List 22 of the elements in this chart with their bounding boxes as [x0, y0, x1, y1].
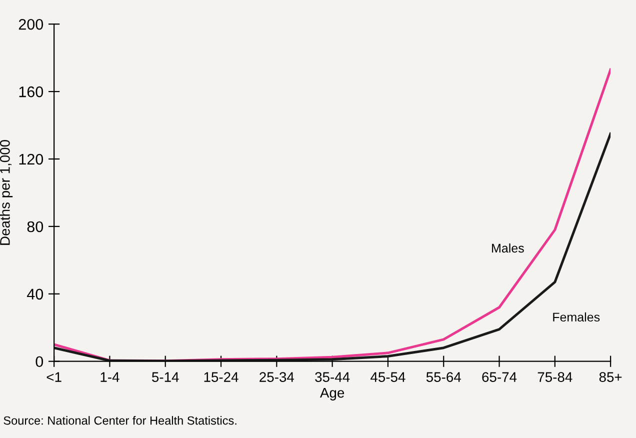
x-tick-label: 15-24 [204, 372, 238, 382]
x-tick-label: 75-84 [538, 372, 572, 382]
x-tick-label: 25-34 [260, 372, 294, 382]
x-tick-label: 45-54 [370, 372, 406, 382]
y-tick-label: 160 [19, 86, 44, 98]
y-tick-label: 80 [27, 221, 44, 232]
y-tick-label: 0 [36, 356, 44, 368]
y-axis-title: Deaths per 1,000 [0, 140, 13, 245]
x-tick-label: 55-64 [426, 372, 461, 382]
y-tick-label: 40 [27, 288, 44, 300]
x-tick-label: 65-74 [482, 372, 517, 382]
y-tick-label: 120 [19, 154, 44, 165]
series-label: Females [553, 312, 600, 322]
x-tick-label: <1 [46, 372, 62, 382]
x-axis-title: Age [320, 388, 344, 400]
x-tick-label: 35-44 [315, 372, 350, 382]
source-note: Source: National Center for Health Statistics. [4, 416, 236, 425]
x-tick-label: 85+ [599, 372, 622, 382]
series-label: Males [492, 243, 524, 253]
x-tick-label: 5-14 [152, 372, 179, 382]
y-tick-label: 200 [18, 18, 44, 30]
x-tick-label: 1-4 [100, 372, 120, 382]
